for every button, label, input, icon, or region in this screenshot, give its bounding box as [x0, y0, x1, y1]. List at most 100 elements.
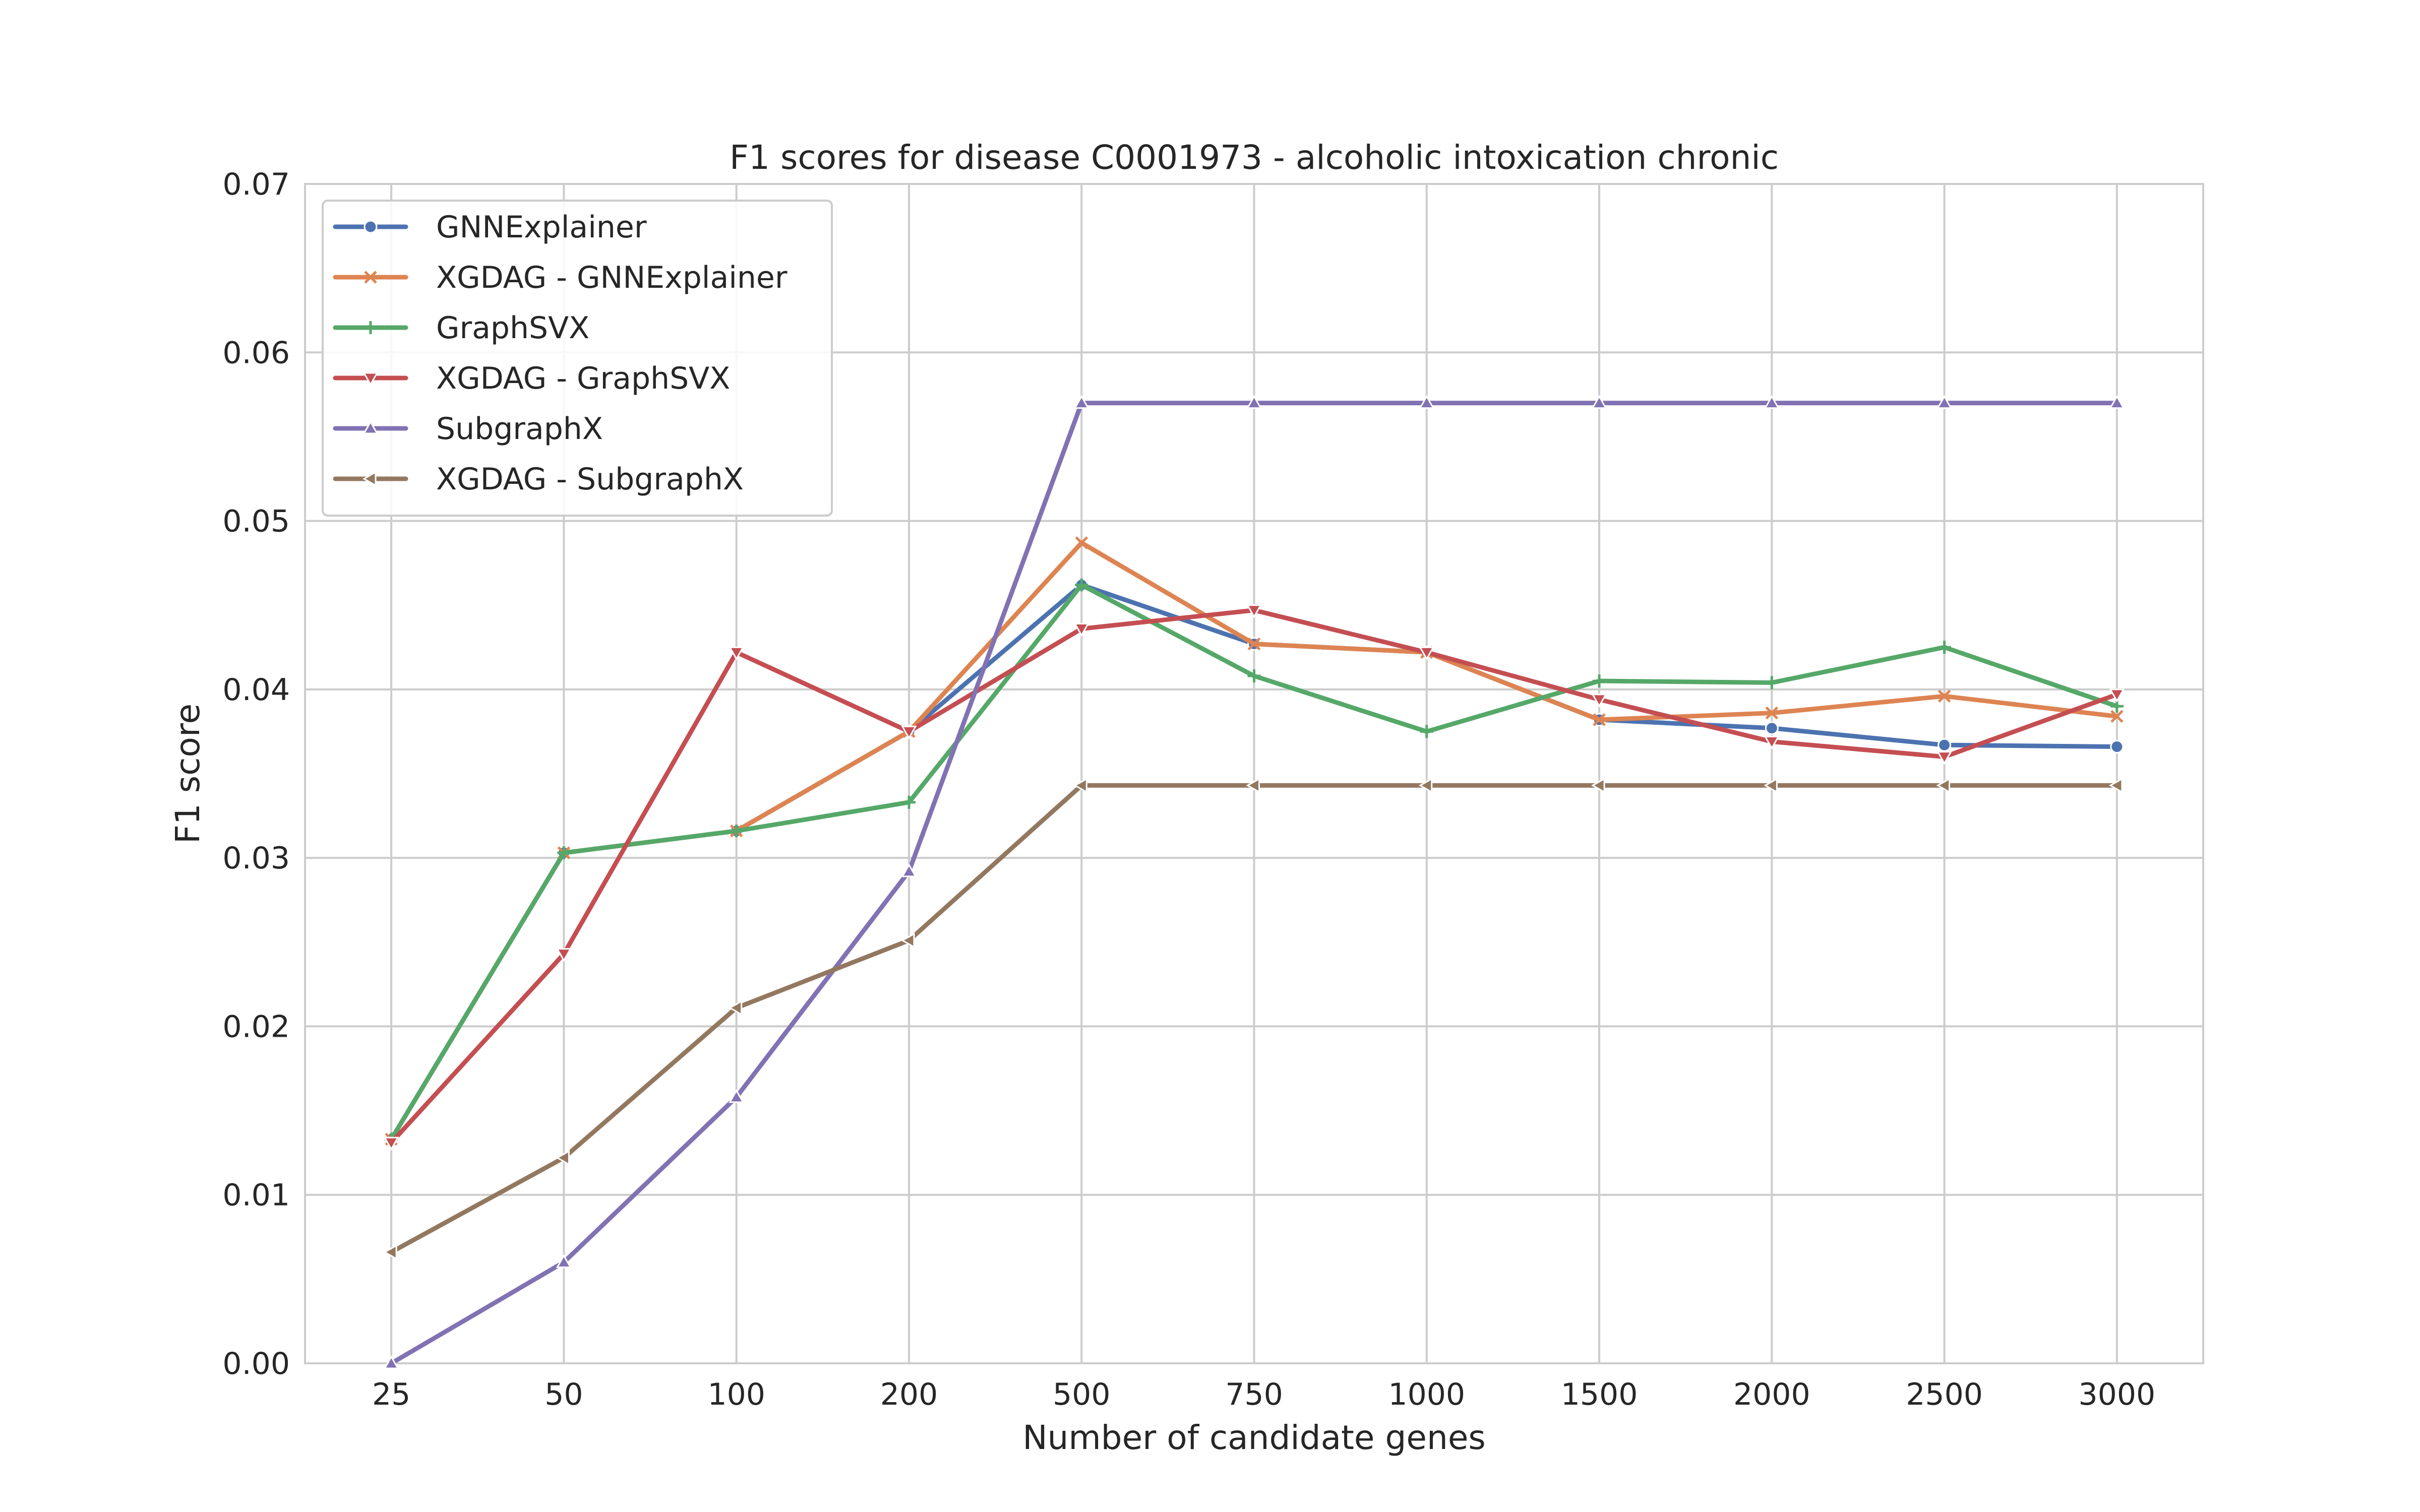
data-point-subgraphx	[383, 1355, 399, 1369]
data-point-gnnexplainer	[1938, 738, 1952, 752]
legend-marker	[362, 471, 377, 487]
data-point-xgdag-graphsvx	[901, 725, 917, 740]
x-tick-label: 3000	[2079, 1377, 2156, 1412]
data-point-xgdag-subgraphx	[2108, 777, 2123, 793]
x-tick-label: 100	[707, 1377, 765, 1412]
legend-label: SubgraphX	[436, 411, 603, 447]
data-point-subgraphx	[1073, 395, 1090, 409]
data-point-xgdag-subgraphx	[1073, 777, 1087, 793]
data-point-xgdag-graphsvx	[1937, 751, 1953, 765]
data-point-graphsvx	[557, 846, 571, 860]
x-tick-label: 2500	[1906, 1377, 1983, 1412]
y-tick-label: 0.07	[222, 167, 290, 202]
legend-label: XGDAG - GNNExplainer	[436, 260, 788, 295]
data-point-graphsvx	[1938, 641, 1951, 654]
legend-marker	[362, 372, 379, 387]
x-tick-label: 500	[1053, 1377, 1111, 1412]
data-point-subgraphx	[1246, 395, 1262, 409]
y-tick-label: 0.04	[222, 672, 290, 708]
data-point-subgraphx	[1419, 395, 1435, 409]
data-point-xgdag-gnnexplainer	[1765, 706, 1779, 720]
data-point-xgdag-subgraphx	[556, 1150, 570, 1166]
x-tick-label: 1500	[1561, 1377, 1638, 1412]
series-subgraphx	[383, 395, 2125, 1369]
legend-marker	[364, 321, 377, 334]
data-point-subgraphx	[901, 863, 917, 877]
data-point-subgraphx	[2109, 395, 2125, 409]
data-point-xgdag-gnnexplainer	[1938, 689, 1951, 703]
y-tick-label: 0.01	[222, 1178, 290, 1213]
x-axis-label: Number of candidate genes	[1022, 1418, 1486, 1457]
data-point-xgdag-subgraphx	[1246, 777, 1260, 793]
data-point-graphsvx	[1593, 674, 1606, 688]
data-point-xgdag-subgraphx	[1418, 777, 1433, 793]
y-tick-label: 0.05	[222, 504, 290, 539]
x-tick-label: 2000	[1733, 1377, 1810, 1412]
data-point-xgdag-graphsvx	[383, 1137, 399, 1151]
legend: GNNExplainer XGDAG - GNNExplainer GraphSVX…	[322, 200, 833, 517]
data-point-xgdag-gnnexplainer	[1593, 713, 1606, 726]
legend-marker	[364, 271, 377, 284]
data-point-xgdag-subgraphx	[1591, 777, 1605, 793]
data-point-subgraphx	[729, 1089, 745, 1103]
legend-label: GNNExplainer	[436, 210, 647, 245]
x-tick-label: 200	[880, 1377, 938, 1412]
data-point-xgdag-subgraphx	[1764, 777, 1778, 793]
tick-labels: 0.00 0.01 0.02 0.03 0.04 0.05 0.06 0.07 25 50 100 2…	[222, 167, 2155, 1412]
data-point-xgdag-graphsvx	[1246, 604, 1262, 618]
legend-marker	[362, 420, 379, 434]
x-tick-label: 1000	[1388, 1377, 1465, 1412]
legend-label: GraphSVX	[436, 310, 589, 346]
plot-frame	[304, 183, 2204, 1364]
data-point-xgdag-subgraphx	[900, 932, 915, 949]
data-point-xgdag-subgraphx	[383, 1244, 397, 1260]
y-tick-label: 0.02	[222, 1009, 290, 1044]
data-point-xgdag-graphsvx	[1073, 623, 1090, 637]
data-point-gnnexplainer	[1765, 721, 1779, 735]
data-point-graphsvx	[1420, 725, 1433, 738]
legend-entry: XGDAG - GraphSVX	[333, 361, 730, 396]
data-point-subgraphx	[1937, 395, 1953, 409]
legend-entry: GraphSVX	[333, 310, 589, 346]
legend-box	[322, 200, 833, 517]
data-point-graphsvx	[730, 824, 743, 838]
data-point-xgdag-gnnexplainer	[1247, 637, 1261, 651]
data-point-graphsvx	[1247, 669, 1261, 683]
data-point-graphsvx	[902, 795, 916, 809]
y-tick-label: 0.06	[222, 335, 290, 370]
data-point-xgdag-gnnexplainer	[2110, 710, 2124, 723]
chart-title: F1 scores for disease C0001973 - alcohol…	[730, 138, 1779, 177]
data-point-xgdag-graphsvx	[729, 646, 745, 661]
data-point-xgdag-graphsvx	[1419, 646, 1435, 661]
data-point-xgdag-subgraphx	[1936, 777, 1951, 793]
legend-entry: XGDAG - GNNExplainer	[333, 260, 788, 295]
data-point-subgraphx	[1764, 395, 1780, 409]
data-point-xgdag-graphsvx	[1764, 735, 1780, 750]
data-point-subgraphx	[1591, 395, 1607, 409]
series-xgdag-subgraphx	[383, 777, 2123, 1260]
x-tick-label: 750	[1225, 1377, 1283, 1412]
data-point-graphsvx	[1075, 578, 1088, 592]
series-xgdag-graphsvx	[383, 604, 2125, 1151]
data-point-xgdag-graphsvx	[2109, 688, 2125, 703]
legend-label: XGDAG - SubgraphX	[436, 462, 744, 497]
y-tick-label: 0.00	[222, 1346, 290, 1381]
data-point-gnnexplainer	[2110, 740, 2124, 754]
data-point-xgdag-graphsvx	[1591, 694, 1607, 708]
legend-entry: XGDAG - SubgraphX	[333, 462, 744, 497]
series-layer	[383, 395, 2125, 1369]
series-graphsvx	[385, 578, 2124, 1146]
legend-entry: GNNExplainer	[333, 210, 647, 245]
x-tick-label: 25	[372, 1377, 410, 1412]
data-point-subgraphx	[556, 1254, 572, 1268]
legend-label: XGDAG - GraphSVX	[436, 361, 730, 396]
y-axis-label: F1 score	[168, 704, 207, 844]
data-point-xgdag-graphsvx	[556, 948, 572, 962]
x-tick-label: 50	[544, 1377, 583, 1412]
legend-marker	[364, 220, 378, 234]
legend-entry: SubgraphX	[333, 411, 603, 447]
y-tick-label: 0.03	[222, 841, 290, 876]
data-point-xgdag-subgraphx	[728, 1000, 743, 1016]
data-point-xgdag-gnnexplainer	[1075, 536, 1088, 549]
